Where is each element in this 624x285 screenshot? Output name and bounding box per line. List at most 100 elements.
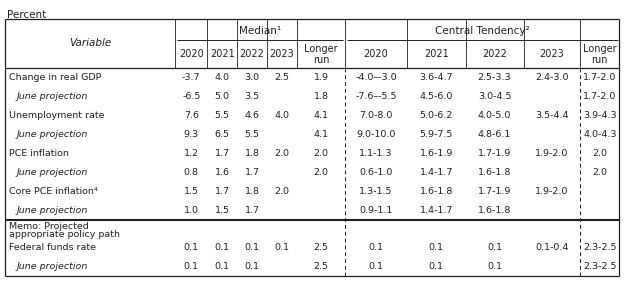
Text: 2022: 2022 xyxy=(482,49,507,60)
Text: Central Tendency²: Central Tendency² xyxy=(435,26,529,36)
Text: Percent: Percent xyxy=(7,10,46,20)
Text: Longer
run: Longer run xyxy=(304,44,338,65)
Text: 9.3: 9.3 xyxy=(183,130,199,139)
Text: -3.7: -3.7 xyxy=(182,73,200,82)
Text: 0.1: 0.1 xyxy=(275,243,290,253)
Text: 3.0: 3.0 xyxy=(245,73,260,82)
Text: June projection: June projection xyxy=(17,130,88,139)
Text: 1.0: 1.0 xyxy=(184,206,199,215)
Text: 2022: 2022 xyxy=(240,49,265,60)
Text: 2.0: 2.0 xyxy=(592,149,607,158)
Text: Federal funds rate: Federal funds rate xyxy=(9,243,95,253)
Text: 4.6: 4.6 xyxy=(245,111,260,120)
Text: 4.0-5.0: 4.0-5.0 xyxy=(478,111,511,120)
Text: 2.0: 2.0 xyxy=(313,168,328,177)
Text: 5.0-6.2: 5.0-6.2 xyxy=(419,111,453,120)
Text: 4.1: 4.1 xyxy=(313,111,328,120)
Text: 3.5-4.4: 3.5-4.4 xyxy=(535,111,568,120)
Text: 5.9-7.5: 5.9-7.5 xyxy=(419,130,453,139)
Text: June projection: June projection xyxy=(17,92,88,101)
Text: 3.9-4.3: 3.9-4.3 xyxy=(583,111,617,120)
Text: 9.0-10.0: 9.0-10.0 xyxy=(356,130,396,139)
Text: 3.5: 3.5 xyxy=(245,92,260,101)
Text: June projection: June projection xyxy=(17,206,88,215)
Text: 2020: 2020 xyxy=(179,49,203,60)
Text: 1.4-1.7: 1.4-1.7 xyxy=(419,168,453,177)
Text: 0.1-0.4: 0.1-0.4 xyxy=(535,243,568,253)
Text: 1.7-1.9: 1.7-1.9 xyxy=(478,187,511,196)
Text: Core PCE inflation⁴: Core PCE inflation⁴ xyxy=(9,187,97,196)
Text: 1.8: 1.8 xyxy=(245,187,260,196)
Text: 1.3-1.5: 1.3-1.5 xyxy=(359,187,392,196)
Text: 2.5: 2.5 xyxy=(313,243,328,253)
Text: 2021: 2021 xyxy=(424,49,449,60)
Text: 0.1: 0.1 xyxy=(429,243,444,253)
Text: Memo: Projected: Memo: Projected xyxy=(9,222,89,231)
Text: -6.5: -6.5 xyxy=(182,92,200,101)
Text: 1.7: 1.7 xyxy=(215,187,230,196)
Text: 2.5: 2.5 xyxy=(275,73,290,82)
Text: 2.3-2.5: 2.3-2.5 xyxy=(583,243,617,253)
Text: 1.1-1.3: 1.1-1.3 xyxy=(359,149,392,158)
Text: Change in real GDP: Change in real GDP xyxy=(9,73,101,82)
Text: 4.1: 4.1 xyxy=(313,130,328,139)
Text: 2.4-3.0: 2.4-3.0 xyxy=(535,73,568,82)
Text: 0.1: 0.1 xyxy=(429,262,444,271)
Text: 0.1: 0.1 xyxy=(184,243,199,253)
Text: 2.0: 2.0 xyxy=(275,149,290,158)
Text: 2.0: 2.0 xyxy=(313,149,328,158)
Text: 4.0: 4.0 xyxy=(275,111,290,120)
Text: 0.1: 0.1 xyxy=(245,243,260,253)
Text: 7.6: 7.6 xyxy=(184,111,199,120)
Text: 2.0: 2.0 xyxy=(592,168,607,177)
Text: 2.5: 2.5 xyxy=(313,262,328,271)
Text: 1.6-1.9: 1.6-1.9 xyxy=(419,149,453,158)
Text: 1.6: 1.6 xyxy=(215,168,230,177)
Text: 5.5: 5.5 xyxy=(215,111,230,120)
Text: 1.7-2.0: 1.7-2.0 xyxy=(583,92,617,101)
Text: 1.7: 1.7 xyxy=(215,149,230,158)
Text: 1.5: 1.5 xyxy=(215,206,230,215)
Text: Longer
run: Longer run xyxy=(583,44,617,65)
Text: 0.1: 0.1 xyxy=(215,243,230,253)
Text: 0.6-1.0: 0.6-1.0 xyxy=(359,168,392,177)
Text: 1.5: 1.5 xyxy=(184,187,199,196)
Text: 0.1: 0.1 xyxy=(487,262,502,271)
Text: 1.7-2.0: 1.7-2.0 xyxy=(583,73,617,82)
Text: 1.2: 1.2 xyxy=(184,149,199,158)
Text: 7.0-8.0: 7.0-8.0 xyxy=(359,111,392,120)
Text: 3.0-4.5: 3.0-4.5 xyxy=(478,92,511,101)
Text: 0.1: 0.1 xyxy=(245,262,260,271)
Text: 1.7-1.9: 1.7-1.9 xyxy=(478,149,511,158)
Text: 0.9-1.1: 0.9-1.1 xyxy=(359,206,392,215)
Text: 2023: 2023 xyxy=(540,49,564,60)
Text: June projection: June projection xyxy=(17,168,88,177)
Text: 2.3-2.5: 2.3-2.5 xyxy=(583,262,617,271)
Text: 0.1: 0.1 xyxy=(215,262,230,271)
Text: 4.5-6.0: 4.5-6.0 xyxy=(419,92,453,101)
Text: 1.8: 1.8 xyxy=(245,149,260,158)
Text: 1.9-2.0: 1.9-2.0 xyxy=(535,187,568,196)
Text: 4.0-4.3: 4.0-4.3 xyxy=(583,130,617,139)
Text: 1.9: 1.9 xyxy=(313,73,328,82)
Text: 2021: 2021 xyxy=(210,49,235,60)
Text: appropriate policy path: appropriate policy path xyxy=(9,229,120,239)
Text: June projection: June projection xyxy=(17,262,88,271)
Text: 1.7: 1.7 xyxy=(245,168,260,177)
Text: 1.8: 1.8 xyxy=(313,92,328,101)
Text: 6.5: 6.5 xyxy=(215,130,230,139)
Text: 5.0: 5.0 xyxy=(215,92,230,101)
Text: 0.1: 0.1 xyxy=(487,243,502,253)
Text: 5.5: 5.5 xyxy=(245,130,260,139)
Text: Variable: Variable xyxy=(69,38,111,48)
Text: 2020: 2020 xyxy=(364,49,388,60)
Text: 4.0: 4.0 xyxy=(215,73,230,82)
Text: 3.6-4.7: 3.6-4.7 xyxy=(419,73,453,82)
Text: 2.0: 2.0 xyxy=(275,187,290,196)
Text: 0.8: 0.8 xyxy=(184,168,199,177)
Text: 1.6-1.8: 1.6-1.8 xyxy=(419,187,453,196)
Text: 0.1: 0.1 xyxy=(368,262,383,271)
Text: 0.1: 0.1 xyxy=(184,262,199,271)
Text: 1.4-1.7: 1.4-1.7 xyxy=(419,206,453,215)
Text: PCE inflation: PCE inflation xyxy=(9,149,69,158)
